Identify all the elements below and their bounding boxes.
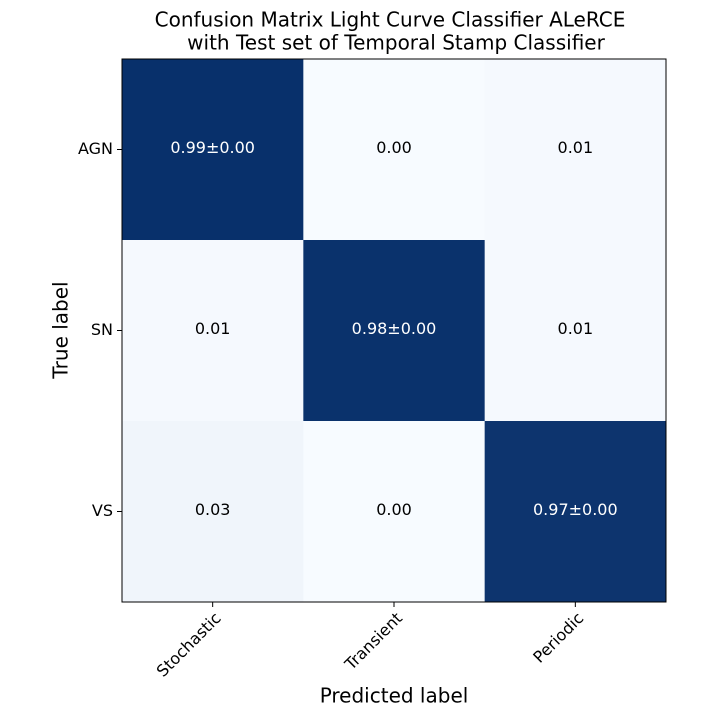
cell [303, 59, 486, 241]
cell-label: 0.99±0.00 [170, 138, 255, 157]
cell [303, 240, 486, 422]
cell-label: 0.00 [376, 138, 412, 157]
cell-label: 0.01 [195, 319, 231, 338]
cell [122, 421, 304, 603]
cell [122, 59, 304, 241]
cell [303, 421, 486, 603]
x-tick-label: Periodic [529, 609, 587, 667]
chart-title: Confusion Matrix Light Curve Classifier … [155, 8, 626, 32]
cell [484, 421, 667, 603]
y-tick-label: SN [91, 320, 113, 339]
x-axis-label: Predicted label [320, 684, 469, 708]
cell-label: 0.97±0.00 [533, 500, 618, 519]
y-tick-label: AGN [78, 139, 113, 158]
cell [484, 59, 667, 241]
y-axis-label: True label [49, 281, 73, 379]
chart-title: with Test set of Temporal Stamp Classifi… [187, 31, 605, 55]
cell [122, 240, 304, 422]
cell-label: 0.98±0.00 [352, 319, 437, 338]
cell-label: 0.01 [558, 319, 594, 338]
cell-label: 0.03 [195, 500, 231, 519]
x-tick-label: Stochastic [153, 609, 225, 681]
cell-label: 0.00 [376, 500, 412, 519]
cell-label: 0.01 [558, 138, 594, 157]
x-tick-label: Transient [340, 609, 406, 675]
y-tick-label: VS [92, 501, 113, 520]
cell [484, 240, 667, 422]
